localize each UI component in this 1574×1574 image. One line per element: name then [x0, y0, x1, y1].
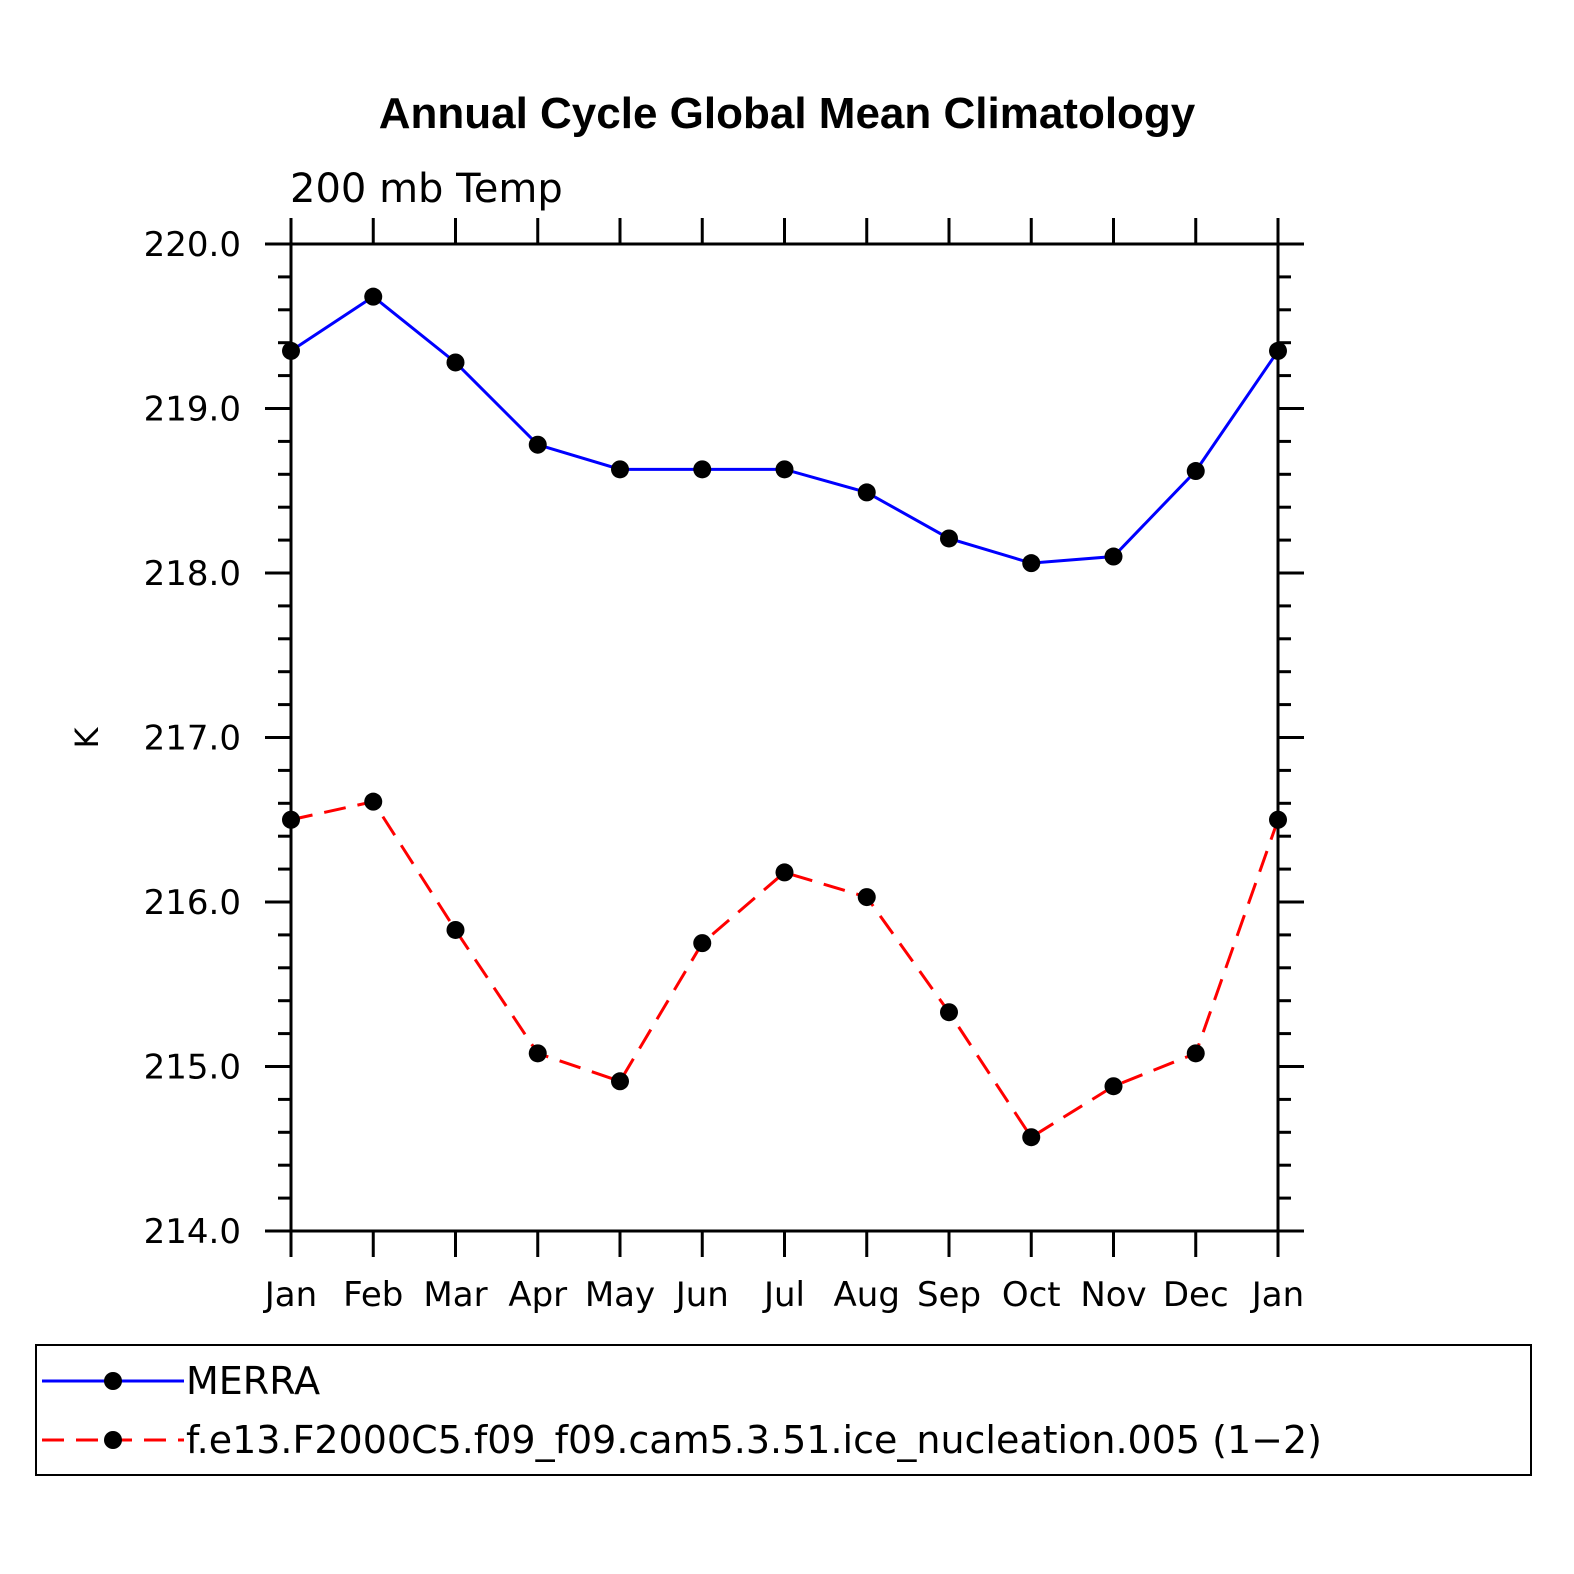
- data-point: [940, 1003, 958, 1022]
- series-2: [282, 792, 1287, 1147]
- data-point: [1186, 462, 1205, 481]
- series-1: [282, 287, 1287, 573]
- y-tick-label: 217.0: [144, 719, 241, 759]
- data-point: [857, 483, 876, 502]
- x-tick-label: Nov: [1080, 1275, 1146, 1315]
- data-point: [528, 1044, 547, 1063]
- legend-entry: f.e13.F2000C5.f09_f09.cam5.3.51.ice_nucl…: [186, 1418, 1322, 1462]
- data-point: [940, 529, 958, 548]
- y-tick-label: 219.0: [144, 390, 241, 430]
- legend-entry: MERRA: [186, 1359, 320, 1403]
- x-tick-label: Jul: [762, 1275, 805, 1315]
- y-tick-label: 216.0: [144, 883, 241, 923]
- data-point: [1104, 547, 1123, 566]
- y-tick-label: 215.0: [144, 1048, 241, 1088]
- x-tick-label: Jun: [674, 1275, 729, 1315]
- data-point: [1022, 1128, 1041, 1147]
- y-tick-label: 218.0: [144, 554, 241, 594]
- data-point: [1269, 341, 1287, 360]
- data-point: [528, 435, 547, 454]
- data-point: [1269, 810, 1287, 829]
- plot-frame: [289, 242, 1280, 1233]
- data-point: [611, 460, 629, 479]
- series-line: [290, 294, 1280, 565]
- legend-box: [35, 1344, 1532, 1476]
- x-tick-label: Apr: [508, 1275, 567, 1315]
- data-point: [693, 934, 712, 953]
- data-point: [1022, 554, 1041, 573]
- legend: MERRA f.e13.F2000C5.f09_f09.cam5.3.51.ice…: [35, 1344, 1532, 1476]
- series-layer: [282, 287, 1287, 1147]
- plot-axes: 214.0 215.0 216.0 217.0 218.0 219.0 220.0 Jan Fe…: [144, 218, 1304, 1315]
- x-tick-label: Feb: [343, 1275, 403, 1315]
- x-tick-label: Aug: [834, 1275, 900, 1315]
- series-line: [290, 799, 1280, 1140]
- data-point: [693, 460, 712, 479]
- y-tick-label: 214.0: [144, 1212, 241, 1252]
- data-point: [364, 792, 383, 811]
- data-point: [446, 353, 465, 372]
- x-tick-label: Oct: [1002, 1275, 1061, 1315]
- data-point: [364, 287, 383, 306]
- data-point: [1104, 1077, 1123, 1096]
- y-tick-label: 220.0: [144, 225, 241, 265]
- data-point: [282, 341, 300, 360]
- x-tick-label: May: [585, 1275, 655, 1315]
- chart-subtitle: 200 mb Temp: [290, 166, 563, 212]
- data-point: [1186, 1044, 1205, 1063]
- x-tick-label: Mar: [423, 1275, 487, 1315]
- x-tick-label: Jan: [1250, 1275, 1304, 1315]
- data-point: [857, 888, 876, 907]
- data-point: [282, 810, 300, 829]
- data-point: [611, 1072, 629, 1091]
- x-tick-label: Sep: [917, 1275, 981, 1315]
- y-axis-label: K: [68, 726, 106, 748]
- chart-title: Annual Cycle Global Mean Climatology: [379, 89, 1196, 138]
- data-point: [775, 460, 794, 479]
- x-tick-label: Dec: [1163, 1275, 1229, 1315]
- x-tick-label: Jan: [263, 1275, 317, 1315]
- legend-marker: [104, 1372, 122, 1390]
- data-point: [775, 863, 794, 882]
- legend-marker: [104, 1431, 122, 1449]
- data-point: [446, 920, 465, 939]
